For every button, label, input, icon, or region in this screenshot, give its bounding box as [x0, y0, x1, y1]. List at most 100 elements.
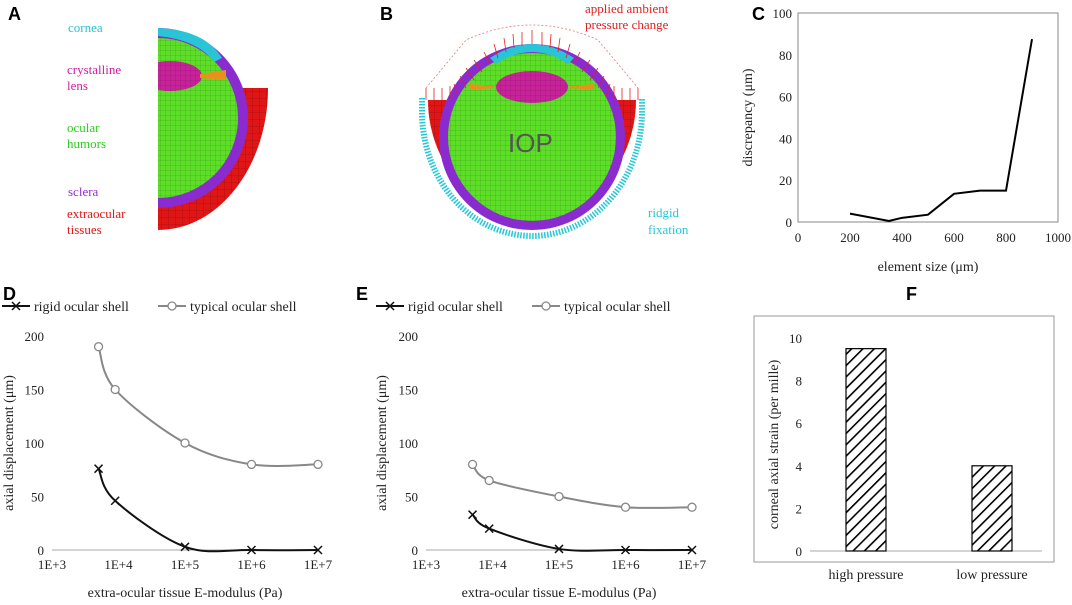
label-cornea: cornea [68, 20, 103, 35]
chart-e-xlabel: extra-ocular tissue E-modulus (Pa) [462, 586, 657, 601]
chart-f: 0 2 4 6 8 10 corneal axial strain (per mille) h… [753, 315, 1055, 583]
chart-e-rigid-point [620, 545, 631, 555]
chart-f-frame [753, 315, 1055, 563]
chart-d-xtick-label: 1E+3 [38, 557, 66, 572]
label-extraocular-line2: tissues [67, 222, 102, 237]
chart-d-legend-rigid-label: rigid ocular shell [34, 300, 129, 315]
chart-d-typical-point [93, 342, 104, 352]
chart-e-ytick-label: 100 [399, 436, 419, 451]
chart-d-xtick-label: 1E+7 [304, 557, 333, 572]
chart-c-frame [797, 12, 1059, 223]
chart-e-ytick-label: 0 [412, 543, 419, 558]
chart-e-legend-rigid-label: rigid ocular shell [408, 300, 503, 315]
chart-e-legend-rigid-marker [385, 301, 395, 311]
chart-f-ytick-label: 0 [796, 544, 803, 559]
chart-f-bar [845, 348, 887, 552]
chart-c-xtick-label: 0 [795, 230, 802, 245]
chart-d-legend-typical-label: typical ocular shell [190, 300, 297, 315]
panel-f-letter: F [906, 284, 917, 304]
chart-c-xtick-label: 800 [996, 230, 1016, 245]
chart-c-ytick-label: 60 [779, 90, 792, 105]
chart-c-xtick-label: 600 [944, 230, 964, 245]
chart-d-ytick-label: 100 [25, 436, 45, 451]
chart-e-typical-point [484, 475, 494, 486]
iop-label: IOP [508, 128, 553, 158]
chart-e-typical-point [687, 502, 697, 512]
chart-e-typical-point [554, 491, 564, 502]
panel-b-letter: B [380, 4, 393, 24]
chart-d-ytick-label: 0 [38, 543, 45, 558]
chart-c: 0 200 400 600 800 1000 0 20 40 60 80 100 element siz… [741, 6, 1071, 275]
label-extraocular-line1: extraocular [67, 206, 126, 221]
chart-f-ylabel: corneal axial strain (per mille) [767, 359, 782, 529]
chart-d-typical-point [180, 438, 190, 448]
chart-d-xlabel: extra-ocular tissue E-modulus (Pa) [88, 586, 283, 601]
chart-c-ytick-label: 80 [779, 48, 792, 63]
chart-e-ytick-label: 200 [399, 329, 419, 344]
chart-e-rigid-point [484, 524, 494, 534]
chart-f-category-label: low pressure [956, 568, 1027, 583]
chart-f-category-label: high pressure [828, 568, 903, 583]
chart-e-ytick-label: 50 [405, 490, 418, 505]
chart-e-rigid-point [687, 545, 697, 555]
label-lens-line2: lens [67, 78, 88, 93]
label-ambient-line2: pressure change [585, 17, 669, 32]
chart-e-xtick-label: 1E+3 [412, 557, 440, 572]
chart-f-ytick-label: 4 [796, 459, 803, 474]
chart-d-rigid-point [313, 545, 323, 555]
chart-d-rigid-point [110, 496, 120, 506]
panel-e-letter: E [356, 284, 368, 304]
label-sclera: sclera [68, 184, 99, 199]
chart-e-rigid-line [471, 513, 693, 552]
chart-c-ytick-label: 100 [773, 6, 793, 21]
chart-d-legend-typical-marker [167, 301, 177, 311]
cornea-region [158, 28, 222, 62]
panel-b: B IOP applied ambient pressure change ri… [380, 1, 689, 239]
chart-d-xtick-label: 1E+6 [237, 557, 266, 572]
label-lens-line1: crystalline [67, 62, 121, 77]
chart-e-ylabel: axial displacement (μm) [375, 375, 390, 511]
panel-c-letter: C [752, 4, 765, 24]
chart-c-xtick-label: 400 [892, 230, 912, 245]
pressure-arrows [425, 24, 639, 100]
chart-d-rigid-point [246, 545, 257, 555]
chart-c-xlabel: element size (μm) [878, 260, 979, 275]
chart-d-rigid-point [94, 464, 104, 474]
chart-e-legend-typical-marker [541, 301, 551, 311]
chart-c-ytick-label: 40 [779, 131, 792, 146]
chart-c-xtick-label: 1000 [1045, 230, 1071, 245]
panel-a: A cornea crystalline lens ocular humors … [8, 4, 268, 237]
chart-d-typical-line [97, 346, 319, 467]
eye-model-half [158, 28, 268, 230]
chart-e-rigid-point [554, 544, 564, 554]
chart-e-typical-line [471, 463, 693, 509]
chart-f-ytick-label: 2 [796, 501, 803, 516]
chart-e-xtick-label: 1E+4 [478, 557, 507, 572]
chart-d-legend-rigid-marker [11, 301, 21, 311]
chart-e-xtick-label: 1E+7 [678, 557, 707, 572]
chart-e-xtick-label: 1E+6 [611, 557, 640, 572]
chart-e-typical-point [620, 502, 631, 512]
eye-model-full [428, 44, 636, 230]
chart-d-ylabel: axial displacement (μm) [2, 375, 17, 511]
chart-d-ytick-label: 200 [25, 329, 45, 344]
chart-c-ylabel: discrepancy (μm) [741, 68, 756, 166]
label-humors-line1: ocular [67, 120, 100, 135]
panel-d: D 1E+3 1E+4 1E+5 1E+6 1E+7 0 50 100 150 200 extra-… [2, 284, 333, 601]
chart-d-ytick-label: 150 [25, 383, 45, 398]
panel-f: F 0 2 4 6 8 10 corneal axial strain (per mille… [753, 284, 1055, 583]
chart-d-rigid-line [97, 468, 319, 553]
chart-d: 1E+3 1E+4 1E+5 1E+6 1E+7 0 50 100 150 200 extra-oc… [2, 300, 333, 601]
chart-e-xtick-label: 1E+5 [545, 557, 573, 572]
chart-d-typical-point [246, 459, 257, 470]
cornea-full [490, 44, 574, 64]
label-humors-line2: humors [67, 136, 106, 151]
chart-d-typical-point [313, 459, 323, 470]
chart-e: 1E+3 1E+4 1E+5 1E+6 1E+7 0 50 100 150 200 extra-oc… [375, 300, 707, 601]
chart-e-rigid-point [468, 510, 478, 520]
chart-f-ytick-label: 10 [789, 331, 802, 346]
chart-d-ytick-label: 50 [31, 490, 44, 505]
chart-c-ytick-label: 20 [779, 173, 792, 188]
chart-d-typical-point [110, 384, 120, 395]
